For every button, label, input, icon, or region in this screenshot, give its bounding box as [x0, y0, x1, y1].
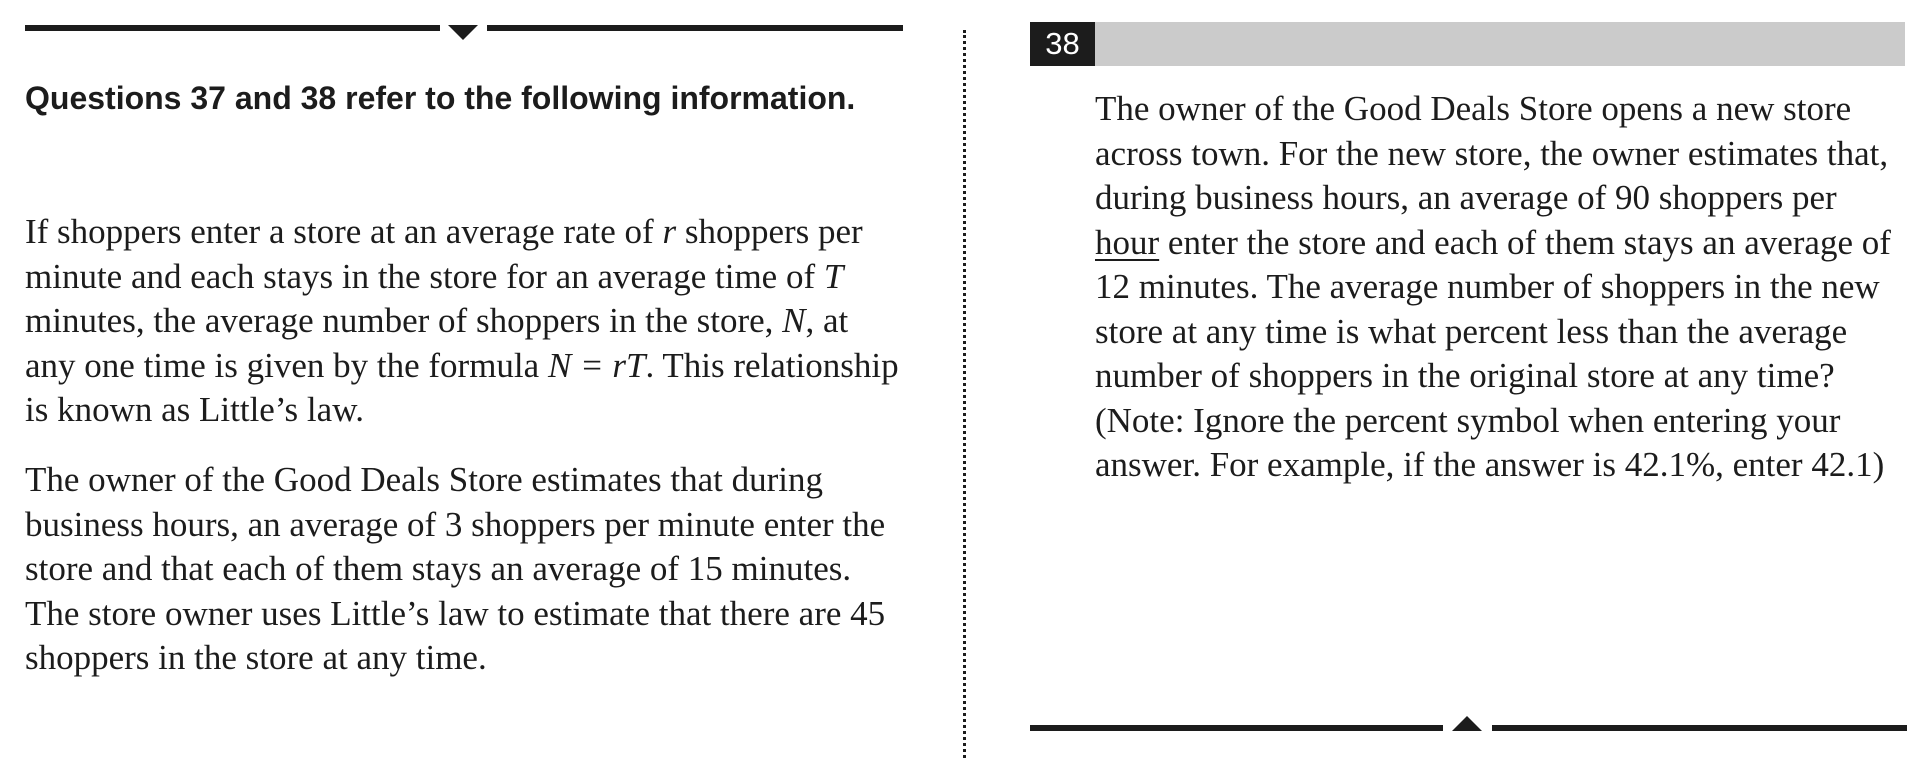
para1-text-1: If shoppers enter a store at an average … [25, 212, 663, 251]
formula: N = rT [547, 345, 646, 385]
column-divider [963, 30, 966, 758]
question-header-bar [1030, 22, 1905, 66]
para1-text-3: minutes, the average number of shoppers … [25, 301, 783, 340]
passage-paragraph-1: If shoppers enter a store at an average … [25, 210, 905, 433]
triangle-up-icon [1452, 716, 1482, 731]
variable-N: N [782, 301, 806, 340]
top-left-rule-segment-1 [25, 25, 440, 31]
variable-T: T [823, 256, 844, 296]
question-text: The owner of the Good Deals Store opens … [1095, 87, 1895, 488]
underlined-word: hour [1095, 222, 1160, 262]
question-text-2: enter the store and each of them stays a… [1095, 222, 1891, 485]
para1-text-5: . This relationship is known as Little’s… [25, 345, 899, 430]
question-number: 38 [1030, 22, 1095, 66]
bottom-right-rule-segment-2 [1492, 725, 1907, 731]
para1-text-4: , at any one time is given by the formul… [25, 301, 849, 385]
triangle-down-icon [448, 25, 478, 40]
para1-text-2: shoppers per minute and each stays in th… [25, 212, 863, 296]
passage-heading: Questions 37 and 38 refer to the followi… [25, 80, 856, 116]
passage-paragraph-2: The owner of the Good Deals Store estima… [25, 460, 886, 677]
top-left-rule-segment-2 [487, 25, 903, 31]
bottom-right-rule-segment-1 [1030, 725, 1443, 731]
question-text-1: The owner of the Good Deals Store opens … [1095, 89, 1889, 217]
variable-r: r [662, 212, 677, 251]
